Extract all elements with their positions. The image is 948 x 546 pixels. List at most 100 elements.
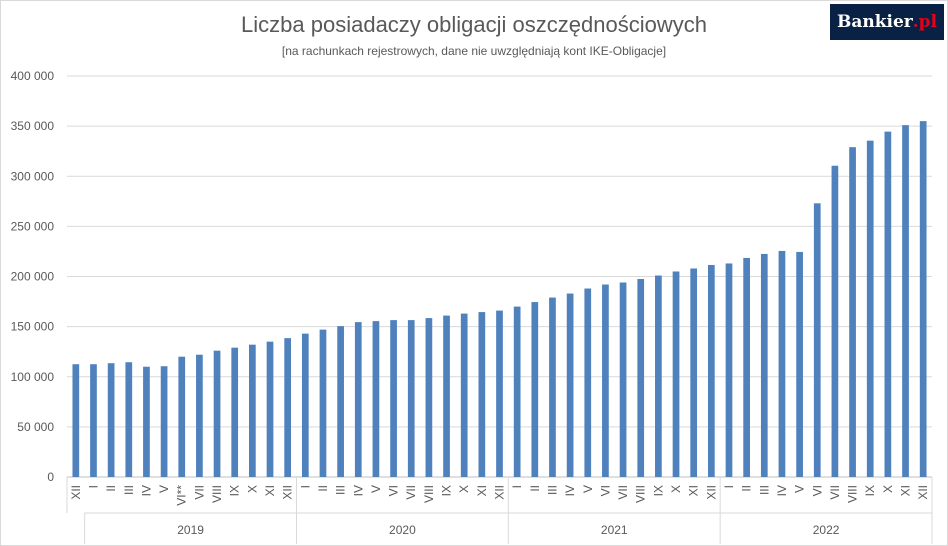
x-tick-label: VIII	[210, 485, 224, 503]
bar	[107, 363, 115, 477]
bar	[284, 338, 292, 477]
bar	[884, 131, 892, 478]
x-tick-label: X	[669, 485, 683, 493]
x-tick-label: XI	[263, 485, 277, 496]
bar	[249, 344, 256, 477]
x-tick-label: II	[104, 485, 118, 492]
y-tick-label: 100 000	[11, 370, 55, 384]
bar	[778, 250, 786, 477]
bar	[743, 257, 750, 477]
bar	[760, 253, 768, 477]
x-tick-label: IX	[651, 485, 665, 496]
x-tick-label: XII	[69, 485, 83, 500]
bar	[549, 297, 556, 477]
bar	[301, 333, 309, 477]
x-tick-label: XII	[281, 485, 295, 500]
y-tick-label: 400 000	[11, 69, 55, 83]
bar	[725, 263, 733, 477]
x-tick-label: VII	[616, 485, 630, 500]
bar	[407, 320, 415, 477]
y-tick-label: 300 000	[11, 169, 55, 183]
x-tick-label: I	[86, 485, 100, 488]
x-tick-label: VI	[598, 485, 612, 496]
x-tick-label: VII	[404, 485, 418, 500]
bar	[460, 313, 468, 477]
x-tick-label: III	[545, 485, 559, 495]
bar	[231, 347, 239, 477]
x-tick-label: X	[245, 485, 259, 493]
x-tick-label: III	[122, 485, 136, 495]
y-tick-label: 0	[47, 470, 54, 484]
year-group-label: 2020	[389, 523, 416, 537]
bar	[707, 264, 715, 477]
bar	[443, 315, 450, 477]
x-tick-label: IV	[139, 485, 153, 496]
x-tick-label: VIII	[634, 485, 648, 503]
bar	[266, 341, 274, 477]
year-group-label: 2022	[813, 523, 840, 537]
bar	[160, 366, 168, 477]
x-tick-label: I	[298, 485, 312, 488]
bar	[831, 165, 839, 477]
x-tick-label: V	[581, 485, 595, 493]
x-tick-label: III	[334, 485, 348, 495]
bar	[672, 271, 680, 477]
bar	[178, 356, 186, 477]
bar	[72, 364, 80, 477]
bar	[337, 326, 344, 477]
y-tick-label: 150 000	[11, 320, 55, 334]
bar	[796, 251, 803, 477]
x-tick-label: VIII	[422, 485, 436, 503]
bar	[425, 318, 433, 477]
x-tick-label: IV	[351, 485, 365, 496]
bankier-logo: Bankier .pl	[830, 4, 944, 40]
x-tick-label: VI	[810, 485, 824, 496]
x-tick-label: XI	[687, 485, 701, 496]
x-tick-label: X	[457, 485, 471, 493]
bar	[319, 329, 327, 477]
bar	[213, 350, 221, 477]
x-tick-label: I	[722, 485, 736, 488]
x-tick-label: XII	[493, 485, 507, 500]
bar	[90, 364, 97, 477]
bar	[902, 125, 909, 477]
bar	[690, 268, 698, 477]
x-tick-label: XI	[899, 485, 913, 496]
x-tick-label: V	[157, 485, 171, 493]
chart-subtitle: [na rachunkach rejestrowych, dane nie uw…	[281, 44, 667, 58]
bar	[813, 203, 821, 477]
bar	[584, 288, 592, 477]
bar	[390, 320, 397, 477]
bar	[196, 354, 203, 477]
x-tick-label: IV	[563, 485, 577, 496]
year-group-label: 2021	[601, 523, 628, 537]
bar	[496, 310, 503, 477]
x-tick-label: VII	[192, 485, 206, 500]
x-tick-label: VII	[828, 485, 842, 500]
bar	[637, 279, 645, 477]
year-group-label: 2019	[177, 523, 204, 537]
bar	[849, 147, 856, 478]
bar	[655, 275, 662, 477]
x-tick-label: II	[528, 485, 542, 492]
bar	[866, 140, 874, 477]
x-tick-label: I	[510, 485, 524, 488]
x-tick-label: XII	[704, 485, 718, 500]
bar	[602, 284, 609, 477]
bar	[478, 312, 486, 477]
chart-title: Liczba posiadaczy obligacji oszczędności…	[241, 12, 707, 37]
bar	[619, 282, 627, 477]
bar	[125, 362, 133, 477]
bar	[372, 321, 380, 477]
bar	[143, 366, 150, 477]
bar	[566, 293, 574, 477]
x-tick-label: XII	[916, 485, 930, 500]
x-tick-label: IX	[863, 485, 877, 496]
x-tick-label: II	[316, 485, 330, 492]
x-tick-label: V	[793, 485, 807, 493]
x-tick-label: IV	[775, 485, 789, 496]
bar	[919, 121, 927, 478]
bar	[354, 322, 362, 477]
logo-suffix: .pl	[912, 12, 938, 32]
